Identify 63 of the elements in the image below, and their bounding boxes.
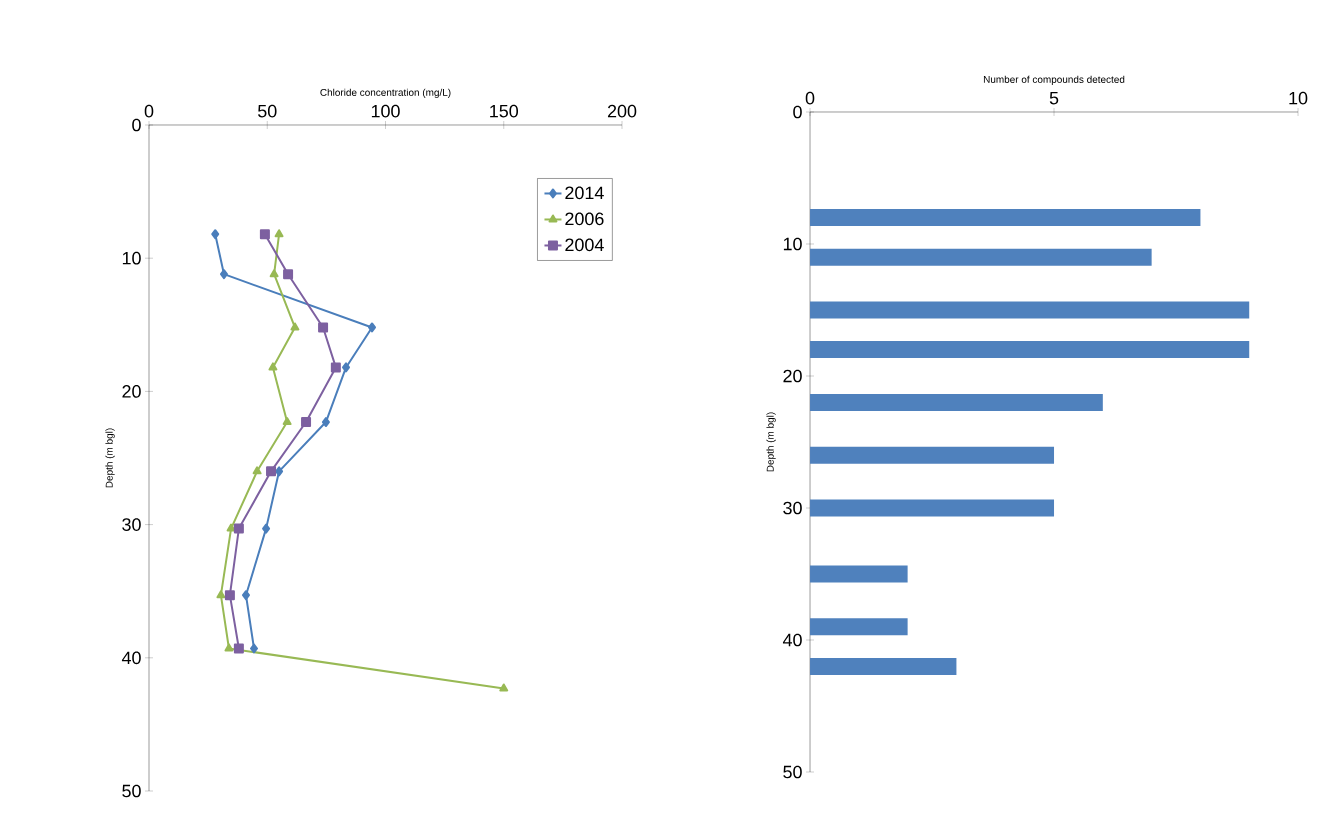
x-tick-label: 0 — [144, 104, 154, 118]
bar — [810, 301, 1250, 319]
point — [233, 643, 244, 654]
y-axis-title: Depth (m bgl) — [766, 412, 776, 472]
y-tick-label: 10 — [122, 251, 141, 265]
y-tick-label: 0 — [132, 118, 141, 132]
point — [321, 417, 330, 428]
point — [241, 590, 250, 601]
legend-label: 2006 — [565, 212, 604, 226]
x-axis-title: Chloride concentration (mg/L) — [320, 88, 451, 98]
point — [283, 269, 294, 280]
point — [211, 229, 220, 240]
point — [262, 523, 271, 534]
x-tick-label: 200 — [607, 104, 637, 118]
legend-label: 2004 — [565, 238, 604, 252]
y-tick-label: 40 — [121, 651, 141, 665]
y-tick-label: 40 — [782, 633, 802, 647]
point — [368, 322, 377, 333]
point — [224, 590, 235, 601]
point — [250, 643, 259, 654]
point — [268, 362, 278, 371]
point — [259, 229, 270, 240]
point — [224, 643, 234, 652]
x-tick-label: 0 — [805, 91, 815, 105]
point — [499, 683, 509, 692]
bar — [810, 248, 1152, 266]
bar — [810, 209, 1201, 227]
point — [219, 269, 228, 280]
x-tick-label: 150 — [490, 104, 519, 118]
y-tick-label: 10 — [783, 237, 802, 251]
point — [275, 466, 284, 477]
point — [282, 417, 292, 426]
y-tick-label: 20 — [783, 369, 802, 383]
point — [330, 362, 341, 373]
bar — [810, 499, 1055, 517]
point — [301, 417, 312, 428]
bar — [810, 565, 908, 583]
bar — [810, 393, 1103, 411]
bar — [810, 657, 957, 675]
point — [342, 362, 351, 373]
point — [216, 590, 226, 599]
y-axis-title: Depth (m bgl) — [105, 428, 115, 488]
x-tick-label: 5 — [1049, 91, 1059, 105]
y-tick-label: 50 — [122, 784, 141, 798]
y-tick-label: 20 — [122, 385, 141, 398]
x-axis-title: Number of compounds detected — [983, 75, 1125, 85]
bar — [810, 618, 908, 636]
point — [274, 229, 284, 238]
y-tick-label: 50 — [783, 765, 802, 779]
point — [233, 523, 244, 534]
x-tick-label: 10 — [1289, 91, 1308, 105]
point — [266, 466, 277, 477]
point — [269, 269, 279, 278]
point — [252, 466, 262, 475]
point — [318, 322, 329, 333]
bar — [810, 446, 1055, 464]
bar — [810, 341, 1250, 359]
x-tick-label: 50 — [258, 104, 277, 118]
point — [290, 322, 300, 331]
x-tick-label: 100 — [371, 104, 400, 118]
y-tick-label: 30 — [122, 518, 141, 531]
y-tick-label: 30 — [783, 501, 802, 515]
legend-label: 2014 — [565, 186, 604, 200]
